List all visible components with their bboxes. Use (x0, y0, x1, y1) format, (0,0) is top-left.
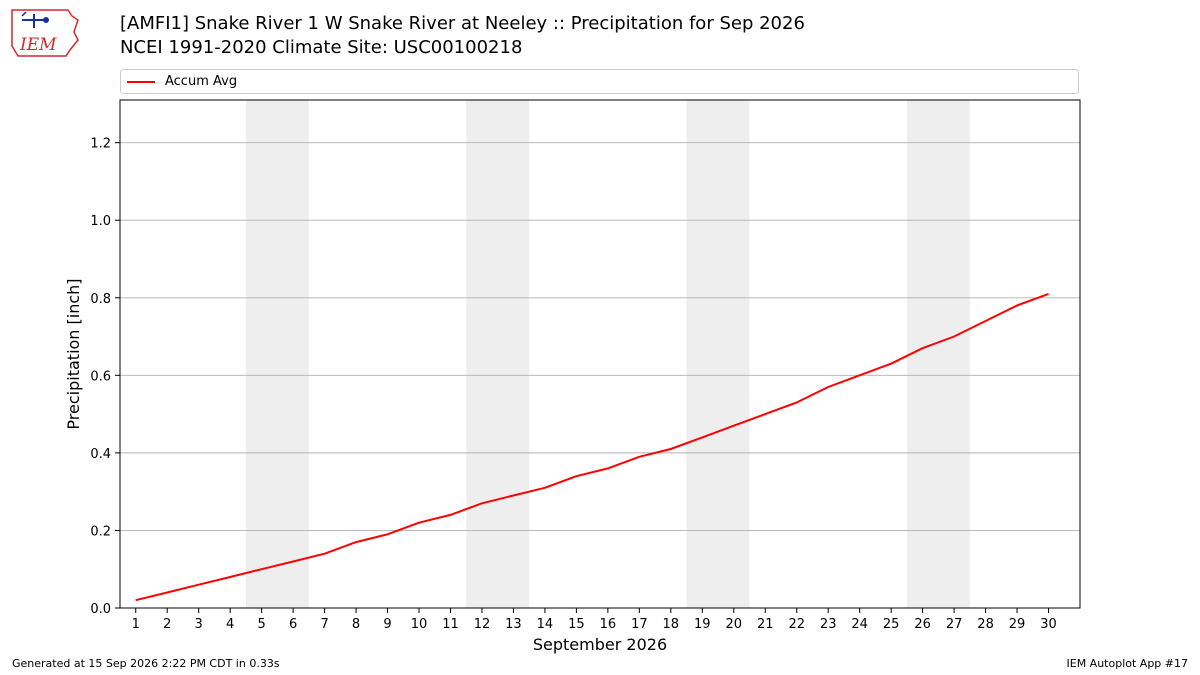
x-tick-label-28: 29 (1009, 617, 1026, 632)
y-tick-label-3: 0.6 (90, 369, 111, 384)
app-credit: IEM Autoplot App #17 (1066, 657, 1189, 670)
y-tick-label-0: 0.0 (90, 602, 111, 617)
x-tick-label-15: 16 (600, 617, 617, 632)
y-tick-label-5: 1.0 (90, 214, 111, 229)
x-tick-label-8: 9 (383, 617, 391, 632)
plot-frame (119, 99, 1081, 609)
x-tick-label-20: 21 (757, 617, 774, 632)
x-tick-label-12: 13 (505, 617, 522, 632)
x-tick-label-21: 22 (788, 617, 805, 632)
x-tick-label-1: 2 (163, 617, 171, 632)
legend-label-accum-avg: Accum Avg (165, 74, 238, 89)
x-tick-label-22: 23 (820, 617, 837, 632)
chart-title: [AMFI1] Snake River 1 W Snake River at N… (120, 13, 805, 34)
weekend-shade-3 (906, 100, 970, 608)
weekend-shade-1 (466, 100, 530, 608)
x-tick-label-7: 8 (352, 617, 360, 632)
chart-title-block: [AMFI1] Snake River 1 W Snake River at N… (120, 12, 805, 60)
x-tick-label-0: 1 (132, 617, 140, 632)
generated-timestamp: Generated at 15 Sep 2026 2:22 PM CDT in … (12, 657, 280, 670)
x-tick-label-25: 26 (914, 617, 931, 632)
y-tick-label-2: 0.4 (90, 447, 111, 462)
y-tick-label-1: 0.2 (90, 524, 111, 539)
weekend-shade-2 (686, 100, 750, 608)
x-axis-label: September 2026 (533, 635, 667, 654)
iowa-outline-icon (11, 9, 79, 57)
x-tick-label-16: 17 (631, 617, 648, 632)
legend: Accum Avg (120, 69, 1079, 94)
x-tick-label-24: 25 (883, 617, 900, 632)
y-tick-label-6: 1.2 (90, 137, 111, 152)
x-tick-label-23: 24 (851, 617, 868, 632)
x-tick-label-11: 12 (474, 617, 491, 632)
weekend-shade-0 (245, 100, 309, 608)
logo-text: IEM (19, 35, 57, 55)
x-tick-label-29: 30 (1040, 617, 1057, 632)
legend-swatch-accum-avg (127, 81, 155, 83)
series-line-accum-avg (135, 292, 1049, 602)
x-tick-label-3: 4 (226, 617, 234, 632)
x-tick-label-6: 7 (320, 617, 328, 632)
x-tick-label-18: 19 (694, 617, 711, 632)
iem-logo: IEM (11, 9, 79, 57)
x-tick-label-19: 20 (725, 617, 742, 632)
y-axis-label: Precipitation [inch] (64, 278, 83, 429)
x-tick-label-14: 15 (568, 617, 585, 632)
x-tick-label-26: 27 (946, 617, 963, 632)
x-tick-label-17: 18 (663, 617, 680, 632)
x-tick-label-10: 11 (442, 617, 459, 632)
chart-subtitle: NCEI 1991-2020 Climate Site: USC00100218 (120, 37, 523, 58)
x-tick-label-27: 28 (977, 617, 994, 632)
y-tick-label-4: 0.8 (90, 292, 111, 307)
x-tick-label-5: 6 (289, 617, 297, 632)
x-tick-label-2: 3 (195, 617, 203, 632)
x-tick-label-4: 5 (257, 617, 265, 632)
x-tick-label-9: 10 (411, 617, 428, 632)
x-tick-label-13: 14 (537, 617, 554, 632)
